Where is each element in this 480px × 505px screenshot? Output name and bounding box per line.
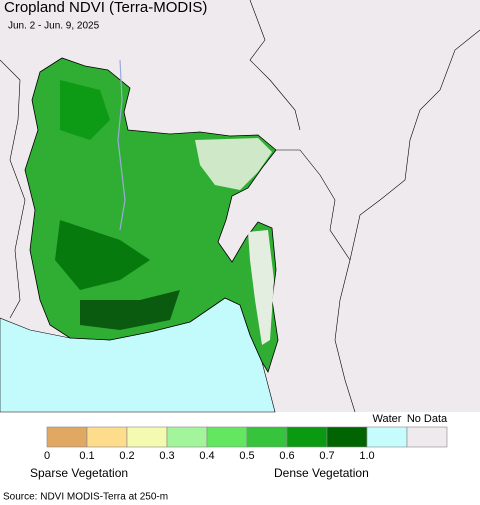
river	[117, 59, 126, 231]
legend: 0 0.1 0.2 0.3 0.4 0.5 0.6 0.7 1.0 Water No Data Spa…	[30, 413, 448, 480]
legend-tick-label: 0.3	[159, 450, 174, 462]
legend-swatch	[406, 426, 448, 448]
border	[349, 29, 480, 261]
land-patch	[60, 80, 110, 140]
legend-tick-label: 1.0	[359, 450, 374, 462]
legend-tick-label: 0.1	[79, 450, 94, 462]
land-patch	[195, 138, 272, 190]
legend-tick-label: 0.4	[199, 450, 214, 462]
map	[0, 0, 480, 413]
legend-tick-label: 0.7	[319, 450, 334, 462]
legend-swatch	[246, 426, 288, 448]
legend-swatch	[166, 426, 208, 448]
legend-tick-label: 0.6	[279, 450, 294, 462]
legend-tick-label: 0.2	[119, 450, 134, 462]
legend-dense-label: Dense Vegetation	[274, 466, 369, 480]
legend-swatch	[126, 426, 168, 448]
legend-swatch	[86, 426, 128, 448]
legend-water-label: Water	[373, 413, 402, 425]
land-patch	[248, 230, 274, 345]
legend-swatch	[366, 426, 408, 448]
date: Jun. 2 - Jun. 9, 2025	[8, 21, 100, 32]
legend-nodata-label: No Data	[407, 413, 448, 425]
border	[0, 59, 26, 319]
legend-swatch	[326, 426, 368, 448]
legend-sparse-label: Sparse Vegetation	[30, 466, 128, 480]
legend-tick-label: 0.5	[239, 450, 254, 462]
legend-tick-label: 0	[44, 450, 50, 462]
legend-swatch	[206, 426, 248, 448]
land-patch	[55, 220, 150, 290]
border	[249, 0, 356, 413]
title: Cropland NDVI (Terra-MODIS)	[4, 0, 207, 16]
legend-swatch	[46, 426, 88, 448]
source: Source: NDVI MODIS-Terra at 250-m	[3, 492, 168, 503]
legend-swatch	[286, 426, 328, 448]
land-patch	[80, 290, 180, 330]
